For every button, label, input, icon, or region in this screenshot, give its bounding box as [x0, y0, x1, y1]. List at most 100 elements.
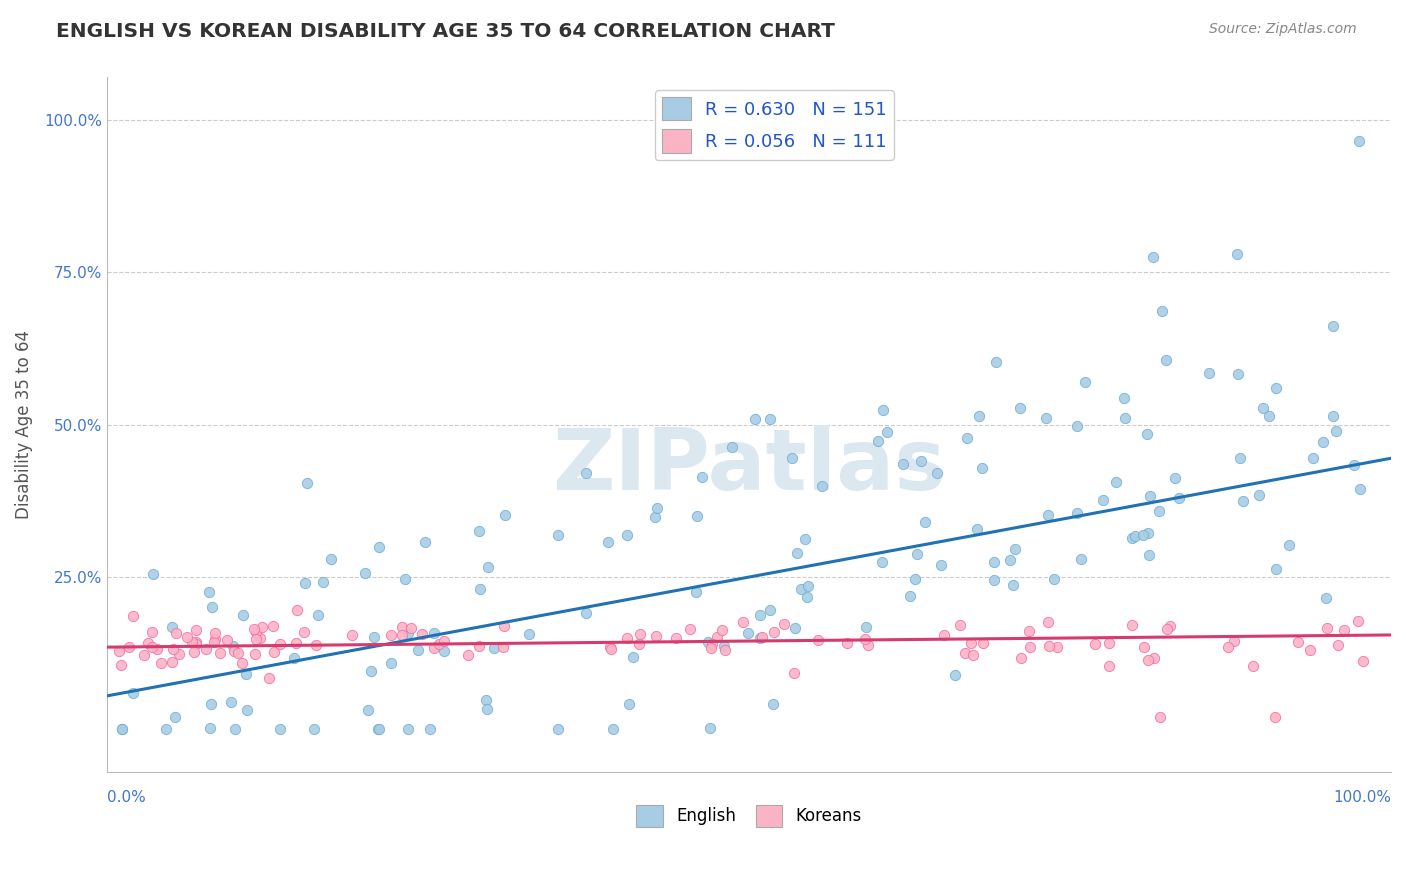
Point: [905, 547, 928, 561]
Point: [107, 644, 129, 658]
Point: [285, 603, 308, 617]
Point: [419, 723, 441, 737]
Point: [231, 656, 253, 670]
Point: [547, 723, 569, 737]
Point: [492, 640, 515, 654]
Point: [1348, 135, 1371, 149]
Point: [1156, 622, 1178, 636]
Point: [1241, 658, 1264, 673]
Point: [1121, 618, 1143, 632]
Point: [1043, 572, 1066, 586]
Point: [1066, 419, 1088, 434]
Point: [744, 411, 766, 425]
Point: [943, 667, 966, 681]
Point: [960, 636, 983, 650]
Point: [357, 703, 380, 717]
Point: [1316, 621, 1339, 635]
Point: [262, 619, 284, 633]
Point: [616, 631, 638, 645]
Point: [1036, 615, 1059, 630]
Point: [122, 686, 145, 700]
Point: [110, 723, 132, 737]
Point: [685, 585, 707, 599]
Point: [269, 637, 291, 651]
Point: [1286, 635, 1309, 649]
Point: [1038, 640, 1060, 654]
Point: [477, 560, 499, 574]
Point: [204, 632, 226, 646]
Point: [245, 632, 267, 647]
Point: [138, 636, 160, 650]
Point: [547, 528, 569, 542]
Point: [202, 635, 225, 649]
Point: [783, 621, 806, 635]
Point: [118, 640, 141, 654]
Point: [645, 629, 668, 643]
Point: [956, 431, 979, 445]
Point: [1353, 654, 1375, 668]
Point: [1114, 410, 1136, 425]
Point: [1001, 578, 1024, 592]
Point: [176, 630, 198, 644]
Point: [141, 625, 163, 640]
Point: [198, 721, 221, 735]
Point: [163, 709, 186, 723]
Point: [200, 697, 222, 711]
Point: [183, 645, 205, 659]
Point: [1229, 451, 1251, 466]
Point: [167, 647, 190, 661]
Point: [1149, 710, 1171, 724]
Point: [807, 633, 830, 648]
Point: [217, 633, 239, 648]
Point: [793, 533, 815, 547]
Point: [713, 639, 735, 653]
Point: [250, 620, 273, 634]
Point: [396, 723, 419, 737]
Point: [748, 607, 770, 622]
Point: [121, 609, 143, 624]
Point: [399, 621, 422, 635]
Point: [1159, 619, 1181, 633]
Point: [759, 412, 782, 426]
Point: [1019, 640, 1042, 655]
Point: [721, 440, 744, 454]
Point: [259, 671, 281, 685]
Point: [617, 697, 640, 711]
Point: [292, 625, 315, 640]
Point: [1066, 506, 1088, 520]
Point: [433, 633, 456, 648]
Point: [1198, 366, 1220, 380]
Point: [1258, 409, 1281, 423]
Point: [1010, 401, 1032, 415]
Point: [645, 500, 668, 515]
Point: [1322, 318, 1344, 333]
Point: [380, 656, 402, 670]
Point: [422, 640, 444, 655]
Y-axis label: Disability Age 35 to 64: Disability Age 35 to 64: [15, 330, 32, 519]
Point: [1333, 623, 1355, 637]
Point: [664, 631, 686, 645]
Point: [468, 524, 491, 539]
Text: ZIPatlas: ZIPatlas: [553, 425, 946, 508]
Point: [1139, 489, 1161, 503]
Point: [855, 620, 877, 634]
Point: [790, 582, 813, 596]
Point: [1264, 710, 1286, 724]
Point: [492, 619, 515, 633]
Point: [1324, 424, 1347, 438]
Point: [900, 589, 922, 603]
Point: [1348, 482, 1371, 496]
Point: [733, 615, 755, 629]
Point: [929, 558, 952, 572]
Point: [408, 642, 430, 657]
Point: [1070, 552, 1092, 566]
Point: [391, 620, 413, 634]
Point: [762, 697, 785, 711]
Point: [1156, 352, 1178, 367]
Point: [1133, 640, 1156, 655]
Point: [391, 628, 413, 642]
Point: [1216, 640, 1239, 654]
Point: [998, 553, 1021, 567]
Point: [1168, 491, 1191, 506]
Point: [312, 574, 335, 589]
